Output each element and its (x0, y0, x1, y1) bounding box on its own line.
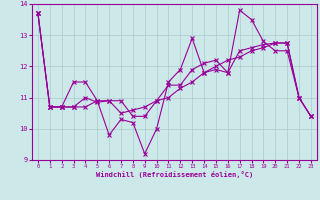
X-axis label: Windchill (Refroidissement éolien,°C): Windchill (Refroidissement éolien,°C) (96, 171, 253, 178)
